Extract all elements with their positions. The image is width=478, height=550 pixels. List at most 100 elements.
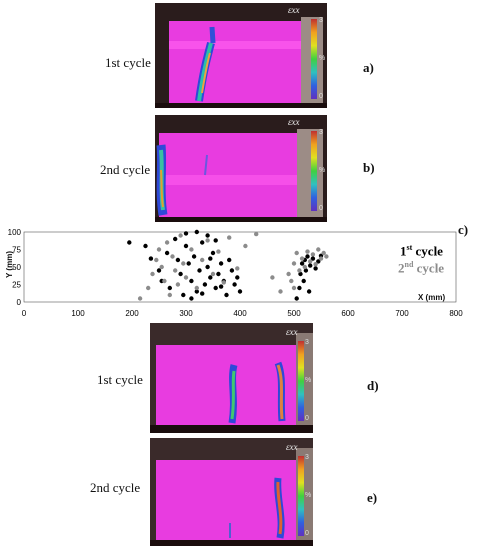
colorbar-tick-max: 3 [305,339,309,346]
x-tick-label: 100 [71,309,85,318]
colorbar-tick-min: 0 [305,415,309,422]
colorbar-tick-max: 3 [319,17,323,24]
y-axis-label: Y (mm) [4,251,14,278]
legend-2nd-cycle: 2nd cycle [398,260,445,276]
point-2nd-cycle [189,247,194,252]
y-tick-label: 50 [12,263,21,272]
point-1st-cycle [194,229,199,235]
point-2nd-cycle [154,257,159,263]
point-2nd-cycle [173,268,178,273]
point-2nd-cycle [146,285,151,291]
point-2nd-cycle [286,271,291,277]
point-1st-cycle [143,243,148,249]
colorbar-tick-min: 0 [319,93,323,100]
colorbar-tick-min: 0 [305,530,309,537]
cycle-label-b: 2nd cycle [100,162,151,177]
point-2nd-cycle [164,240,170,245]
point-1st-cycle [213,285,218,291]
point-1st-cycle [298,271,303,277]
point-2nd-cycle [291,285,297,291]
point-1st-cycle [210,250,216,256]
panel-letter-b: b) [363,160,375,175]
point-1st-cycle [232,282,237,287]
y-tick-label: 25 [12,281,21,290]
point-1st-cycle [316,259,321,264]
point-2nd-cycle [324,254,329,259]
point-2nd-cycle [156,247,162,252]
colorbar-tick-max: 3 [319,129,323,136]
point-2nd-cycle [167,292,172,298]
specimen-strain-map-a [155,3,327,108]
panel-letter-c: c) [458,222,469,237]
point-2nd-cycle [170,254,175,259]
x-tick-label: 600 [341,309,355,318]
point-2nd-cycle [302,264,307,270]
point-2nd-cycle [137,296,143,301]
strain-colorbar [298,456,304,536]
dic-panel-b: εxx 3 % 0 [155,115,327,222]
x-tick-label: 500 [287,309,301,318]
point-2nd-cycle [297,268,302,273]
point-2nd-cycle [278,289,283,294]
point-2nd-cycle [150,271,155,277]
plot-frame [23,231,457,303]
point-1st-cycle [218,284,224,289]
y-tick-label: 0 [17,298,22,307]
point-1st-cycle [305,254,310,259]
point-2nd-cycle [183,275,189,280]
point-1st-cycle [156,268,162,273]
cycle-label-d: 1st cycle [97,372,143,387]
point-1st-cycle [191,254,197,259]
point-1st-cycle [205,233,210,238]
x-tick-label: 800 [449,309,463,318]
point-1st-cycle [181,292,186,298]
x-tick-label: 200 [125,309,139,318]
point-1st-cycle [213,238,218,243]
point-1st-cycle [173,236,178,242]
colorbar-title: εxx [288,117,300,127]
x-tick-label: 400 [233,309,247,318]
point-1st-cycle [197,268,202,273]
point-1st-cycle [294,296,299,301]
point-2nd-cycle [205,238,210,243]
point-2nd-cycle [291,261,297,266]
point-1st-cycle [178,271,183,277]
point-1st-cycle [299,261,305,266]
point-1st-cycle [306,289,312,294]
dic-panel-d: εxx 3 % 0 [150,323,313,433]
point-2nd-cycle [289,278,294,284]
x-tick-label: 0 [22,309,27,318]
point-2nd-cycle [313,262,318,267]
point-2nd-cycle [159,264,164,270]
point-2nd-cycle [310,252,316,257]
point-1st-cycle [205,264,210,270]
strain-colorbar [311,19,317,99]
point-1st-cycle [308,263,313,268]
point-2nd-cycle [210,271,216,277]
point-1st-cycle [189,278,194,284]
point-2nd-cycle [162,278,167,284]
point-2nd-cycle [200,257,205,263]
point-1st-cycle [218,261,224,266]
point-2nd-cycle [175,282,181,287]
cycle-label-a: 1st cycle [105,55,151,70]
point-2nd-cycle [294,250,299,256]
colorbar-tick-unit: % [305,492,312,499]
point-1st-cycle [200,291,205,296]
specimen-strain-map-e [150,438,313,546]
point-1st-cycle [164,250,170,256]
panel-letter-e: e) [367,490,378,505]
legend-1st-cycle: 1st cycle [400,243,443,259]
point-1st-cycle [183,243,189,249]
point-1st-cycle [127,240,132,245]
y-tick-label: 100 [8,228,22,237]
point-1st-cycle [208,275,213,280]
colorbar-tick-min: 0 [319,205,323,212]
point-1st-cycle [208,256,213,261]
point-1st-cycle [202,282,208,287]
point-1st-cycle [189,296,194,301]
dic-panel-a: εxx 3 % 0 [155,3,327,108]
point-2nd-cycle [216,249,221,254]
colorbar-tick-unit: % [305,377,312,384]
point-2nd-cycle [235,266,240,271]
